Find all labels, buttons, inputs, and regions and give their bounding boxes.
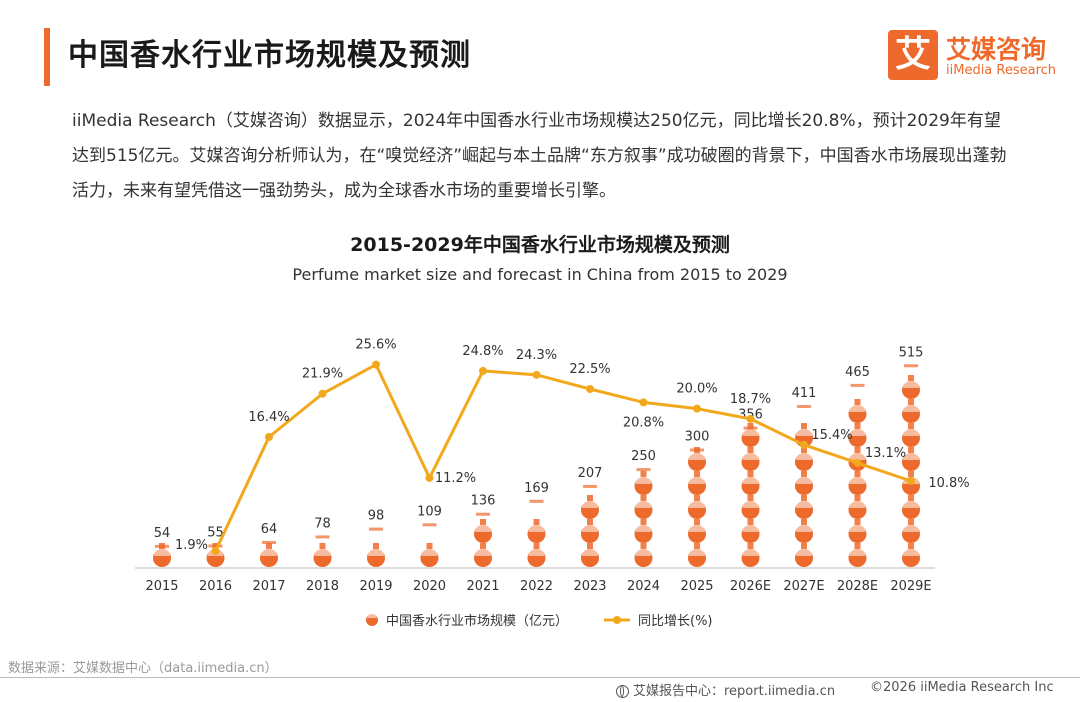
bar-value-label: 250	[631, 449, 656, 464]
growth-value-label: 1.9%	[175, 538, 208, 553]
market-size-chart: 2015 2016 2017 2018 2019 2020 2021 2022 2023 2024…	[135, 338, 970, 629]
growth-point	[532, 370, 541, 379]
bar	[848, 383, 867, 567]
growth-value-label: 20.0%	[676, 382, 717, 397]
growth-value-label: 11.2%	[435, 471, 476, 486]
growth-value-label: 21.9%	[302, 367, 343, 382]
bar	[367, 527, 385, 567]
growth-point	[586, 385, 594, 393]
report-center-text: 艾媒报告中心：report.iimedia.cn	[633, 684, 836, 699]
growth-point	[372, 360, 380, 369]
data-source: 数据来源：艾媒数据中心（data.iimedia.cn）	[8, 661, 278, 676]
bar	[581, 484, 599, 567]
bar-value-label: 300	[685, 430, 710, 445]
growth-point	[265, 432, 273, 441]
bar	[688, 447, 706, 567]
bar-value-label: 54	[154, 526, 171, 541]
x-tick-label: 2017	[252, 579, 285, 594]
logo-mark: 艾	[888, 30, 938, 80]
x-tick-label: 2016	[199, 579, 232, 594]
x-tick-label: 2019	[359, 579, 392, 594]
bar	[795, 405, 813, 567]
bar	[153, 543, 171, 567]
x-tick-label: 2015	[145, 579, 178, 594]
x-tick-label: 2029E	[890, 579, 931, 594]
growth-point	[907, 477, 915, 486]
bar-value-label: 98	[368, 509, 385, 524]
chart-title: 2015-2029年中国香水行业市场规模及预测	[350, 234, 730, 256]
growth-point	[693, 404, 701, 413]
legend-line-label: 同比增长(%)	[638, 614, 713, 629]
x-tick-label: 2020	[413, 579, 446, 594]
bar	[206, 543, 225, 567]
x-tick-label: 2018	[306, 579, 339, 594]
title-accent-bar	[44, 28, 50, 86]
growth-point	[318, 389, 327, 398]
logo-chinese-name: 艾媒咨询	[946, 35, 1047, 64]
bar-value-label: 136	[471, 494, 496, 509]
growth-value-label: 25.6%	[355, 338, 396, 353]
growth-point	[211, 547, 220, 556]
bar-value-label: 207	[578, 466, 603, 481]
bar-value-label: 109	[417, 504, 442, 519]
growth-value-label: 20.8%	[623, 415, 664, 430]
bar-value-label: 411	[792, 386, 817, 401]
chart-subtitle: Perfume market size and forecast in Chin…	[292, 265, 788, 284]
bar	[527, 499, 546, 567]
bar-value-label: 64	[261, 522, 278, 537]
legend: 中国香水行业市场规模（亿元） 同比增长(%)	[366, 613, 713, 629]
growth-point	[853, 458, 862, 467]
x-tick-label: 2028E	[837, 579, 878, 594]
growth-value-label: 16.4%	[248, 410, 289, 425]
x-tick-label: 2024	[627, 579, 660, 594]
bar-value-label: 515	[899, 345, 924, 360]
bar	[741, 423, 760, 567]
growth-point	[425, 473, 434, 482]
legend-bar-label: 中国香水行业市场规模（亿元）	[386, 613, 568, 629]
bar-value-label: 169	[524, 481, 549, 496]
bar	[902, 364, 920, 567]
growth-value-label: 10.8%	[928, 476, 969, 491]
growth-value-label: 24.8%	[462, 344, 503, 359]
growth-point	[800, 440, 808, 449]
globe-icon	[616, 685, 629, 698]
growth-series-line	[214, 363, 912, 552]
bar-value-label: 465	[845, 365, 870, 380]
report-center-link[interactable]: 艾媒报告中心：report.iimedia.cn	[616, 680, 835, 699]
growth-value-label: 24.3%	[516, 348, 557, 363]
growth-point	[746, 414, 755, 423]
bar	[420, 523, 439, 567]
bar-value-label: 55	[207, 525, 224, 540]
x-tick-label: 2021	[466, 579, 499, 594]
brand-logo: 艾 艾媒咨询 iiMedia Research	[888, 30, 1068, 84]
growth-value-label: 22.5%	[569, 362, 610, 377]
bar	[260, 540, 278, 567]
growth-point	[639, 398, 648, 407]
bar-value-label: 78	[314, 516, 331, 531]
x-tick-label: 2027E	[783, 579, 824, 594]
bar	[313, 535, 332, 567]
x-tick-label: 2022	[520, 579, 553, 594]
logo-english-name: iiMedia Research	[946, 63, 1057, 78]
growth-value-label: 15.4%	[811, 428, 852, 443]
growth-point	[479, 366, 487, 375]
growth-value-label: 18.7%	[730, 392, 771, 407]
footer-divider	[0, 677, 1080, 678]
x-tick-label: 2026E	[730, 579, 771, 594]
x-tick-label: 2025	[680, 579, 713, 594]
bar	[634, 468, 653, 567]
copyright: ©2026 iiMedia Research Inc	[870, 680, 1054, 695]
x-tick-label: 2023	[573, 579, 606, 594]
growth-value-label: 13.1%	[865, 446, 906, 461]
bar	[474, 512, 492, 567]
page-title: 中国香水行业市场规模及预测	[68, 38, 471, 73]
intro-paragraph: iiMedia Research（艾媒咨询）数据显示，2024年中国香水行业市场…	[72, 111, 1007, 201]
